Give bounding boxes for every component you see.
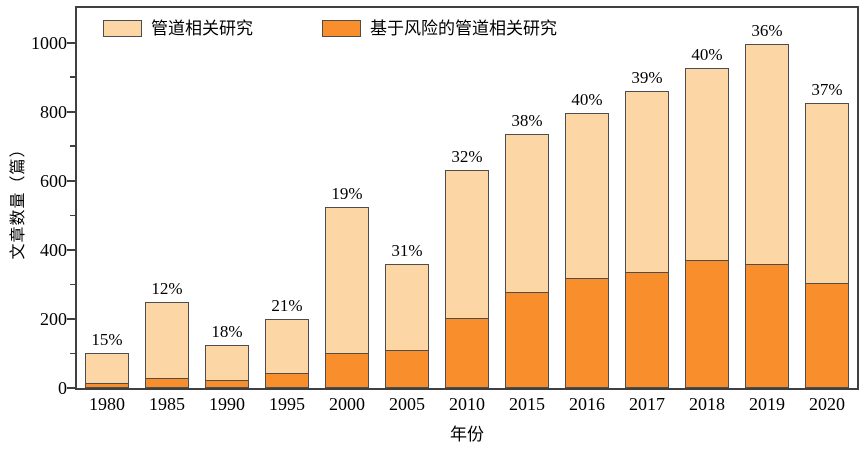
percent-label-2010: 32% <box>451 147 483 166</box>
percent-label-2018: 40% <box>691 45 723 64</box>
y-minor-tick <box>70 214 75 216</box>
y-tick-label: 1000 <box>31 32 67 53</box>
x-tick-label-2005: 2005 <box>389 394 425 414</box>
percent-label-2005: 31% <box>391 241 423 260</box>
x-tick-label-2015: 2015 <box>509 394 545 414</box>
bar-risk-2005 <box>385 350 429 388</box>
y-tick-label: 400 <box>40 239 67 260</box>
percent-label-2020: 37% <box>811 80 843 99</box>
legend-label-risk-based-research: 基于风险的管道相关研究 <box>370 19 557 38</box>
y-minor-tick <box>70 145 75 147</box>
bar-total-1980 <box>85 353 129 388</box>
x-tick-label-2016: 2016 <box>569 394 605 414</box>
bar-risk-1980 <box>85 383 129 388</box>
y-minor-tick <box>70 76 75 78</box>
y-major-tick <box>67 179 75 182</box>
y-major-tick <box>67 110 75 113</box>
bar-total-1985 <box>145 302 189 388</box>
y-major-tick <box>67 317 75 320</box>
bars-layer: 15% 12% 18% 21% 19% 31% 32% 38% 40% 39% 40% 36% 37% <box>77 8 857 388</box>
bar-risk-2019 <box>745 264 789 388</box>
bar-risk-2015 <box>505 292 549 388</box>
legend-item-pipeline-research: 管道相关研究 <box>103 19 253 38</box>
x-tick-label-1985: 1985 <box>149 394 185 414</box>
bar-risk-2017 <box>625 272 669 388</box>
y-major-tick <box>67 248 75 251</box>
x-tick-label-1990: 1990 <box>209 394 245 414</box>
bar-risk-1990 <box>205 380 249 388</box>
x-tick-label-2000: 2000 <box>329 394 365 414</box>
x-tick-label-2010: 2010 <box>449 394 485 414</box>
bar-risk-2016 <box>565 278 609 388</box>
percent-label-2016: 40% <box>571 90 603 109</box>
y-axis-ticks <box>67 8 857 389</box>
bar-risk-2000 <box>325 353 369 388</box>
x-axis-title: 年份 <box>450 425 484 444</box>
legend-label-pipeline-research: 管道相关研究 <box>151 19 253 38</box>
y-major-tick <box>67 387 75 389</box>
bar-risk-2018 <box>685 260 729 388</box>
legend-swatch-risk-based-research <box>322 20 361 37</box>
y-tick-label: 800 <box>40 101 67 122</box>
bar-risk-2010 <box>445 318 489 388</box>
y-tick-label: 600 <box>40 170 67 191</box>
y-minor-tick <box>70 283 75 286</box>
percent-label-2017: 39% <box>631 68 663 87</box>
percent-label-2000: 19% <box>331 184 363 203</box>
x-tick-label-2018: 2018 <box>689 394 725 414</box>
bar-risk-2020 <box>805 283 849 388</box>
x-tick-label-1980: 1980 <box>89 394 125 414</box>
bar-risk-1995 <box>265 373 309 388</box>
y-tick-label: 200 <box>40 308 67 329</box>
x-tick-label-1995: 1995 <box>269 394 305 414</box>
percent-label-1980: 15% <box>91 330 123 349</box>
y-minor-tick <box>70 352 75 355</box>
percent-label-2015: 38% <box>511 111 543 130</box>
legend-item-risk-based-research: 基于风险的管道相关研究 <box>322 19 557 38</box>
bar-risk-1985 <box>145 378 189 388</box>
percent-label-2019: 36% <box>751 21 783 40</box>
y-tick-label: 0 <box>58 378 67 398</box>
y-major-tick <box>67 41 75 44</box>
plot-area: 15% 12% 18% 21% 19% 31% 32% 38% 40% 39% 40% 36% 37% … <box>67 6 859 390</box>
y-axis-title: 文章数量（篇） <box>10 140 27 260</box>
x-tick-label-2019: 2019 <box>749 394 785 414</box>
x-tick-label-2017: 2017 <box>629 394 665 414</box>
percent-label-1995: 21% <box>271 296 303 315</box>
x-tick-label-2020: 2020 <box>809 394 845 414</box>
percent-label-1990: 18% <box>211 322 243 341</box>
percent-label-1985: 12% <box>151 279 183 298</box>
legend-swatch-pipeline-research <box>103 20 142 37</box>
